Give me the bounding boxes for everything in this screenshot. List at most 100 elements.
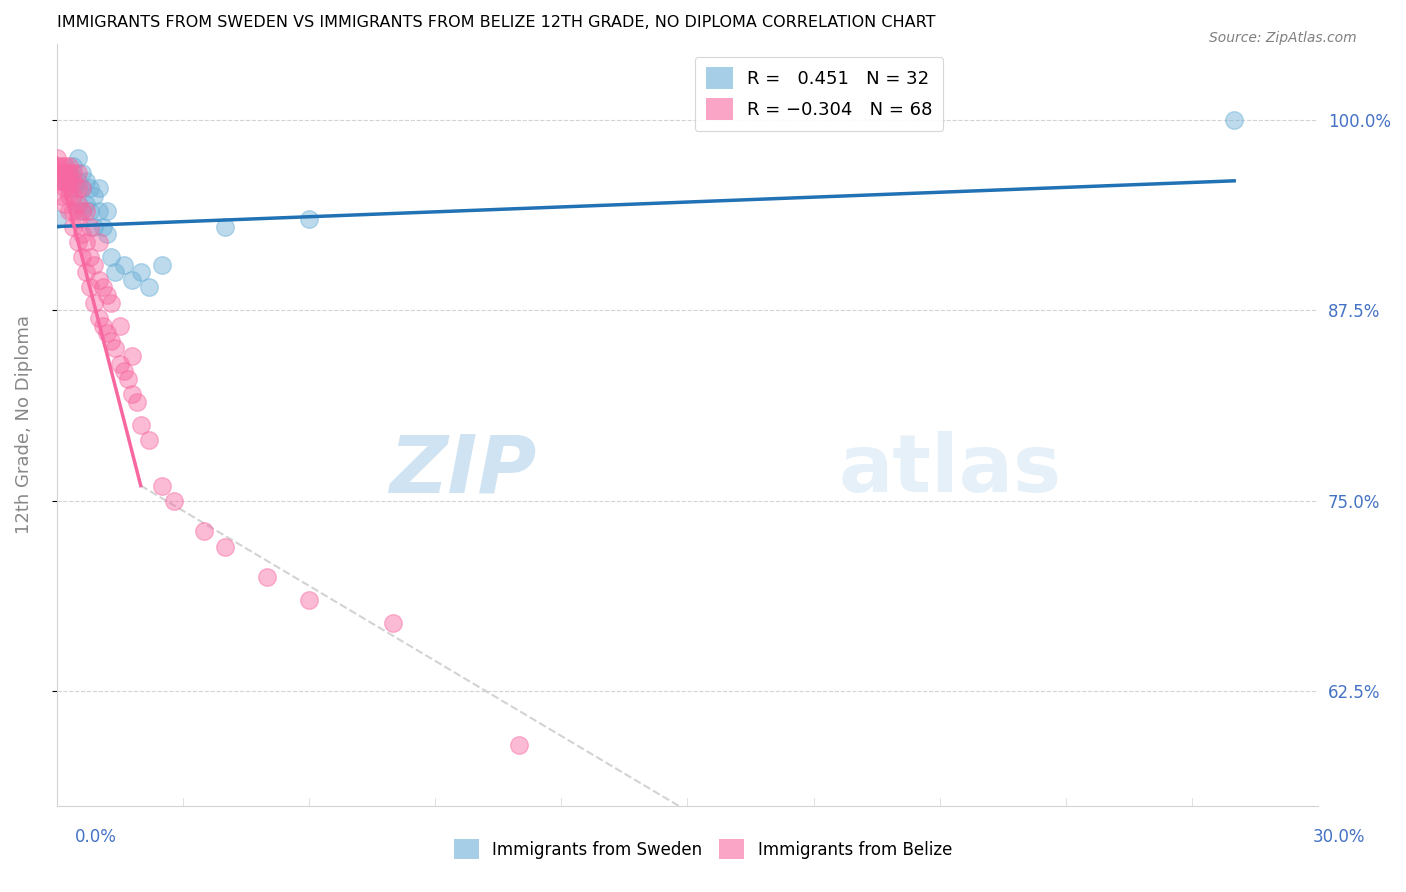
Point — [104, 342, 127, 356]
Point — [58, 181, 80, 195]
Point — [96, 326, 118, 341]
Point — [58, 166, 80, 180]
Point — [49, 174, 72, 188]
Point — [62, 204, 84, 219]
Point — [49, 166, 72, 180]
Point — [83, 189, 105, 203]
Point — [108, 357, 131, 371]
Point — [62, 219, 84, 234]
Point — [163, 493, 186, 508]
Point — [70, 181, 93, 195]
Point — [100, 295, 122, 310]
Point — [45, 166, 67, 180]
Point — [58, 174, 80, 188]
Text: 0.0%: 0.0% — [75, 828, 117, 846]
Point — [150, 478, 173, 492]
Point — [45, 211, 67, 226]
Text: 30.0%: 30.0% — [1312, 828, 1365, 846]
Point — [75, 196, 97, 211]
Point — [66, 151, 89, 165]
Point — [70, 181, 93, 195]
Point — [100, 334, 122, 348]
Point — [62, 189, 84, 203]
Point — [45, 159, 67, 173]
Point — [45, 151, 67, 165]
Point — [70, 166, 93, 180]
Point — [53, 174, 76, 188]
Point — [62, 181, 84, 195]
Text: atlas: atlas — [839, 432, 1062, 509]
Point — [62, 159, 84, 173]
Point — [49, 189, 72, 203]
Point — [298, 211, 321, 226]
Point — [121, 273, 143, 287]
Point — [53, 174, 76, 188]
Text: Source: ZipAtlas.com: Source: ZipAtlas.com — [1209, 31, 1357, 45]
Point — [91, 280, 114, 294]
Point — [83, 258, 105, 272]
Point — [91, 318, 114, 333]
Point — [150, 258, 173, 272]
Text: ZIP: ZIP — [388, 432, 536, 509]
Text: IMMIGRANTS FROM SWEDEN VS IMMIGRANTS FROM BELIZE 12TH GRADE, NO DIPLOMA CORRELAT: IMMIGRANTS FROM SWEDEN VS IMMIGRANTS FRO… — [56, 15, 935, 30]
Point — [53, 196, 76, 211]
Point — [193, 524, 215, 539]
Point — [112, 258, 135, 272]
Point — [66, 174, 89, 188]
Point — [70, 204, 93, 219]
Point — [214, 219, 236, 234]
Point — [125, 394, 148, 409]
Point — [112, 364, 135, 378]
Point — [70, 227, 93, 242]
Point — [256, 570, 278, 584]
Point — [129, 417, 152, 432]
Point — [138, 280, 160, 294]
Point — [214, 540, 236, 554]
Point — [121, 387, 143, 401]
Point — [87, 273, 110, 287]
Point — [508, 738, 530, 752]
Point — [70, 204, 93, 219]
Point — [79, 250, 101, 264]
Point — [62, 174, 84, 188]
Point — [70, 250, 93, 264]
Point — [58, 204, 80, 219]
Point — [53, 159, 76, 173]
Point — [66, 235, 89, 249]
Point — [96, 204, 118, 219]
Point — [66, 196, 89, 211]
Point — [66, 211, 89, 226]
Point — [1223, 112, 1246, 127]
Point — [66, 166, 89, 180]
Point — [83, 219, 105, 234]
Point — [91, 219, 114, 234]
Point — [75, 265, 97, 279]
Point — [79, 181, 101, 195]
Point — [58, 189, 80, 203]
Point — [62, 166, 84, 180]
Point — [58, 159, 80, 173]
Point — [96, 288, 118, 302]
Point — [382, 615, 405, 630]
Point — [49, 159, 72, 173]
Point — [138, 433, 160, 447]
Point — [87, 235, 110, 249]
Point — [298, 593, 321, 607]
Point — [45, 174, 67, 188]
Legend: R =   0.451   N = 32, R = −0.304   N = 68: R = 0.451 N = 32, R = −0.304 N = 68 — [695, 56, 943, 131]
Point — [104, 265, 127, 279]
Point — [79, 280, 101, 294]
Point — [129, 265, 152, 279]
Point — [117, 372, 139, 386]
Point — [79, 219, 101, 234]
Point — [87, 181, 110, 195]
Point — [66, 196, 89, 211]
Point — [66, 181, 89, 195]
Point — [108, 318, 131, 333]
Point — [121, 349, 143, 363]
Point — [96, 227, 118, 242]
Point — [87, 310, 110, 325]
Point — [87, 204, 110, 219]
Point — [58, 166, 80, 180]
Point — [75, 174, 97, 188]
